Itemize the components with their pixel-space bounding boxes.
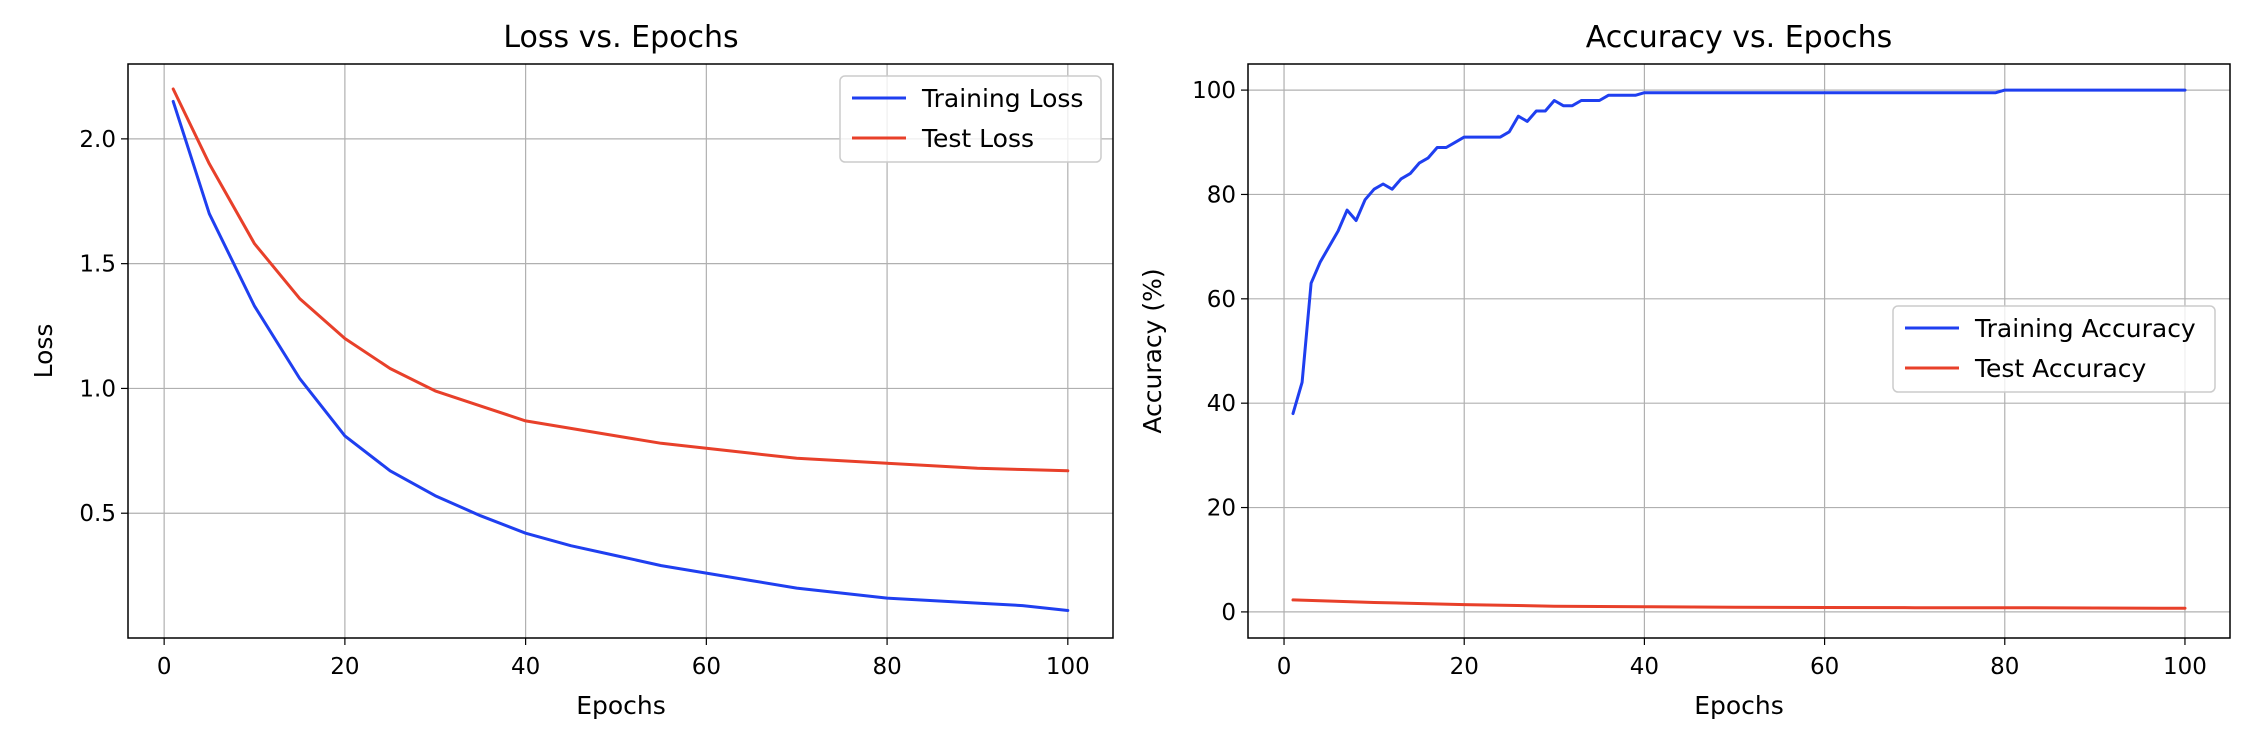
loss-chart-series-training-loss-line — [171, 99, 1070, 612]
accuracy-chart-y-tick-label: 0 — [1221, 600, 1236, 626]
loss-chart-series-test-loss-line — [171, 87, 1070, 473]
accuracy-chart-y-axis-label: Accuracy (%) — [1138, 268, 1167, 433]
loss-chart-legend: Training Loss Test Loss — [839, 75, 1102, 163]
accuracy-chart-legend-label-test-accuracy: Test Accuracy — [1974, 354, 2147, 383]
accuracy-chart-x-tick-label: 60 — [1810, 654, 1839, 680]
loss-chart-x-tick-label: 0 — [157, 654, 172, 680]
accuracy-chart-series-test-accuracy-line — [1291, 598, 2187, 610]
accuracy-chart-x-tick-label: 40 — [1630, 654, 1659, 680]
loss-chart-y-axis-label: Loss — [29, 324, 58, 379]
loss-chart-x-tick-label: 100 — [1046, 654, 1090, 680]
loss-chart-legend-label-training-loss: Training Loss — [921, 84, 1083, 113]
accuracy-chart-series — [1291, 88, 2187, 610]
accuracy-chart-legend: Training Accuracy Test Accuracy — [1892, 305, 2216, 393]
accuracy-chart-legend-box — [1892, 305, 2216, 393]
accuracy-chart-series-training-accuracy-line — [1291, 88, 2187, 416]
loss-chart-ticks: 0 20 40 60 80 100 0.5 1.0 1.5 2.0 — [79, 127, 1089, 680]
loss-chart-x-tick-label: 60 — [692, 654, 721, 680]
accuracy-chart: Accuracy vs. Epochs 0 20 40 60 80 100 0 20 40 60 8… — [1138, 20, 2231, 720]
loss-chart-x-tick-label: 40 — [511, 654, 540, 680]
loss-chart-y-tick-label: 1.5 — [79, 252, 116, 278]
loss-chart-title: Loss vs. Epochs — [503, 20, 738, 55]
accuracy-chart-y-tick-label: 60 — [1207, 287, 1236, 313]
accuracy-chart-x-tick-label: 80 — [1990, 654, 2019, 680]
accuracy-chart-x-tick-label: 0 — [1277, 654, 1292, 680]
accuracy-chart-x-tick-label: 100 — [2163, 654, 2207, 680]
loss-chart-legend-label-test-loss: Test Loss — [921, 124, 1034, 153]
loss-chart-x-tick-label: 20 — [330, 654, 359, 680]
loss-chart-y-tick-label: 0.5 — [79, 501, 116, 527]
accuracy-chart-y-tick-label: 80 — [1207, 182, 1236, 208]
accuracy-chart-x-axis-label: Epochs — [1694, 691, 1784, 720]
accuracy-chart-y-tick-label: 20 — [1207, 496, 1236, 522]
loss-chart: Loss vs. Epochs 0 20 40 60 80 100 0.5 1.0 1.5 2.0… — [29, 20, 1114, 720]
loss-chart-x-tick-label: 80 — [872, 654, 901, 680]
loss-chart-y-tick-label: 1.0 — [79, 376, 116, 402]
accuracy-chart-ticks: 0 20 40 60 80 100 0 20 40 60 80 100 — [1192, 78, 2207, 680]
accuracy-chart-legend-label-training-accuracy: Training Accuracy — [1974, 314, 2196, 343]
loss-chart-y-tick-label: 2.0 — [79, 127, 116, 153]
loss-chart-x-axis-label: Epochs — [576, 691, 666, 720]
accuracy-chart-x-tick-label: 20 — [1450, 654, 1479, 680]
loss-chart-series — [171, 87, 1070, 612]
accuracy-chart-plot-frame — [1247, 63, 2231, 639]
loss-chart-plot-frame — [127, 63, 1114, 639]
accuracy-chart-y-tick-label: 40 — [1207, 391, 1236, 417]
accuracy-chart-title: Accuracy vs. Epochs — [1586, 20, 1892, 55]
accuracy-chart-y-tick-label: 100 — [1192, 78, 1236, 104]
